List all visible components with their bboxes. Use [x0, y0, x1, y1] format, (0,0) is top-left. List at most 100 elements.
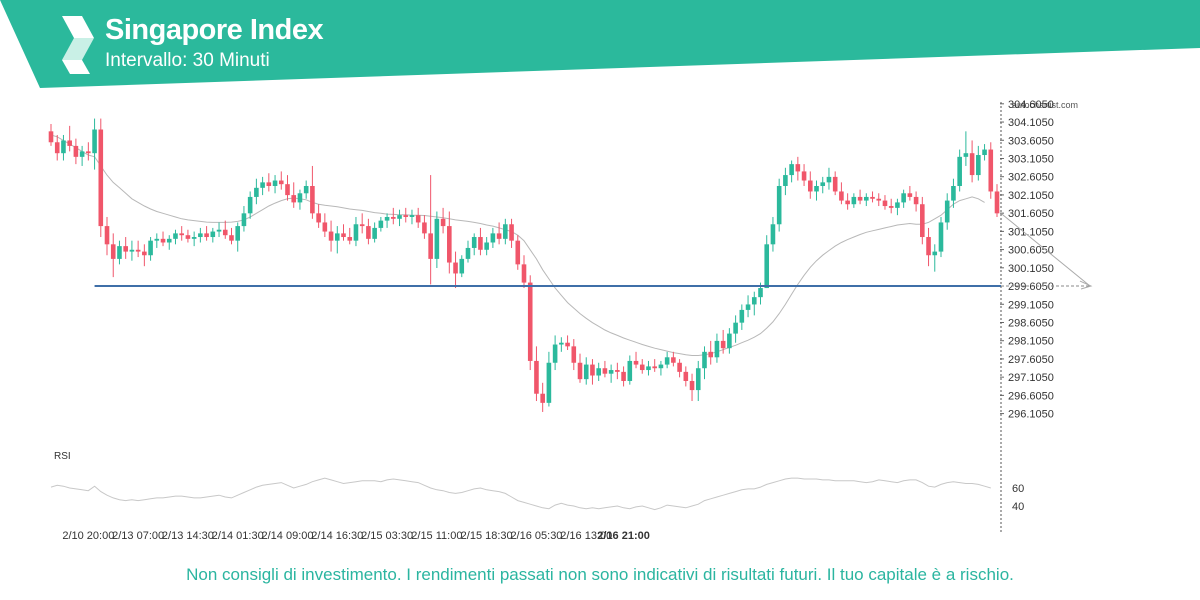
- y-tick-label: 299.6050: [1008, 281, 1054, 293]
- candle-down: [577, 362, 583, 380]
- candle-up: [714, 340, 720, 358]
- candle-up: [646, 366, 651, 371]
- candle-down: [839, 191, 844, 201]
- candle-up: [378, 220, 384, 228]
- candle-down: [988, 149, 994, 192]
- x-tick-label: 2/15 11:00: [411, 530, 462, 542]
- candle-up: [758, 288, 763, 298]
- candle-up: [465, 247, 471, 259]
- candle-down: [590, 364, 595, 376]
- candle-down: [110, 244, 116, 259]
- page-title: Singapore Index: [105, 14, 324, 46]
- y-tick-label: 296.6050: [1008, 390, 1054, 402]
- candle-up: [664, 357, 670, 365]
- candle-down: [86, 151, 91, 154]
- candle-down: [882, 200, 888, 207]
- candle-down: [428, 233, 433, 259]
- candle-down: [870, 196, 875, 199]
- candle-up: [154, 238, 160, 241]
- candle-up: [503, 224, 508, 239]
- candle-down: [285, 184, 290, 196]
- candle-up: [260, 182, 265, 188]
- x-tick-label: 2/14 16:30: [311, 530, 363, 542]
- y-tick-label: 296.1050: [1008, 409, 1054, 421]
- candle-down: [98, 129, 104, 227]
- candle-up: [384, 216, 390, 221]
- candle-down: [683, 371, 689, 381]
- candle-down: [222, 229, 228, 236]
- candle-down: [615, 370, 620, 372]
- candles: [48, 118, 1000, 412]
- candle-down: [565, 342, 570, 347]
- candle-up: [695, 368, 701, 391]
- candle-up: [92, 129, 97, 154]
- candle-up: [397, 215, 402, 219]
- disclaimer: Non consigli di investimento. I rendimen…: [186, 565, 1014, 584]
- candle-down: [876, 198, 882, 201]
- candle-down: [104, 226, 110, 245]
- y-tick-label: 299.1050: [1008, 299, 1054, 311]
- candle-down: [328, 231, 334, 241]
- candle-up: [490, 233, 496, 243]
- candle-down: [291, 195, 297, 203]
- candle-down: [391, 216, 396, 219]
- forecast-arrowhead: [1079, 280, 1093, 290]
- candle-up: [751, 297, 757, 305]
- candle-down: [229, 235, 234, 241]
- candle-up: [409, 215, 415, 217]
- logo-icon: [62, 16, 94, 74]
- candle-up: [61, 140, 66, 154]
- candle-down: [135, 249, 141, 252]
- x-tick-label: 2/10 20:00: [62, 530, 114, 542]
- candle-up: [739, 309, 745, 323]
- rsi-label: RSI: [54, 451, 71, 462]
- candle-up: [241, 213, 247, 227]
- candle-up: [608, 370, 614, 374]
- x-tick-label: 2/13 07:00: [112, 530, 164, 542]
- candle-down: [888, 206, 894, 208]
- candle-up: [459, 258, 465, 274]
- y-tick-label: 298.1050: [1008, 336, 1054, 348]
- candle-down: [602, 368, 608, 374]
- candle-down: [54, 142, 60, 154]
- candle-down: [708, 351, 714, 358]
- candle-down: [67, 140, 72, 146]
- candle-up: [976, 155, 981, 176]
- candle-up: [303, 186, 309, 194]
- candle-down: [807, 180, 813, 192]
- candle-up: [129, 249, 135, 252]
- candle-down: [521, 264, 527, 283]
- candle-up: [434, 218, 440, 259]
- candle-up: [814, 186, 819, 192]
- candle-up: [957, 156, 962, 186]
- watermark: autochartist.com: [1012, 100, 1078, 110]
- forecast-arrow: [1000, 212, 1091, 287]
- price-chart: autochartist.com RSI 304.6050 304.1050 303…: [48, 99, 1093, 542]
- y-tick-label: 297.1050: [1008, 372, 1054, 384]
- y-tick-label: 301.6050: [1008, 208, 1054, 220]
- candle-down: [478, 237, 483, 250]
- y-tick-label: 300.1050: [1008, 263, 1054, 275]
- candle-up: [627, 360, 633, 381]
- candle-up: [851, 196, 857, 205]
- candle-up: [783, 175, 788, 186]
- support-level: [94, 212, 1093, 290]
- candle-down: [509, 224, 514, 241]
- candle-up: [191, 237, 197, 239]
- candle-up: [471, 237, 477, 248]
- candle-up: [895, 202, 900, 208]
- candle-up: [166, 238, 172, 243]
- candle-down: [48, 131, 54, 143]
- x-tick-label: 2/16 05:30: [510, 530, 562, 542]
- candle-down: [422, 222, 427, 234]
- y-tick-label: 304.6050: [1008, 99, 1054, 111]
- candle-down: [204, 233, 209, 238]
- candle-down: [907, 193, 913, 197]
- candle-up: [254, 187, 259, 197]
- candle-up: [79, 151, 85, 157]
- candle-up: [764, 244, 770, 289]
- candle-down: [527, 282, 533, 361]
- candle-down: [366, 226, 371, 239]
- candle-down: [496, 233, 502, 239]
- candle-up: [951, 186, 956, 201]
